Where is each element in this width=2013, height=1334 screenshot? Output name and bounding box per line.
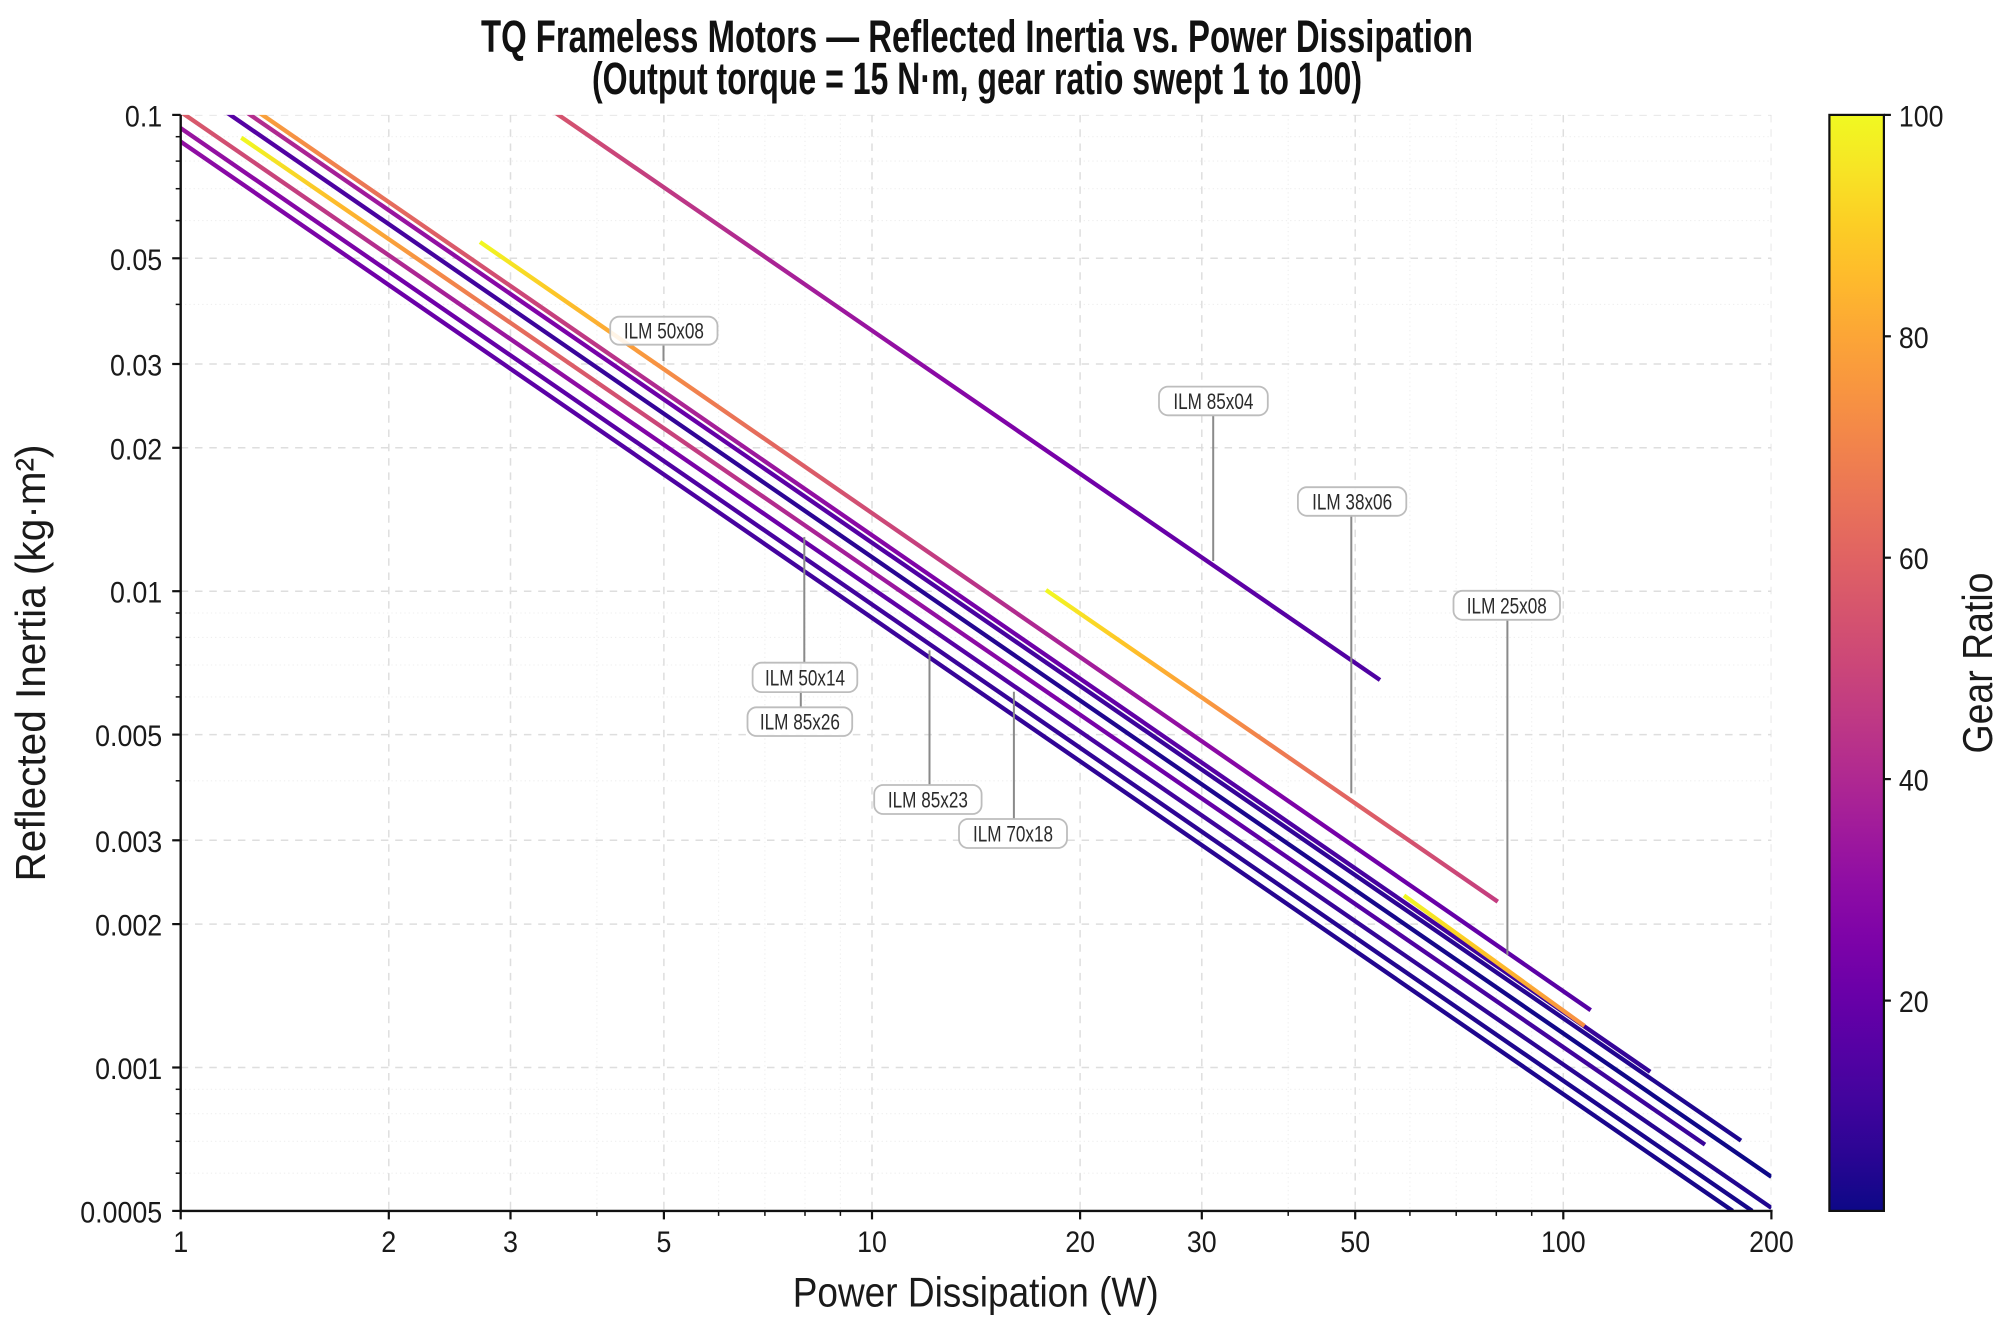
svg-text:ILM 70x18: ILM 70x18 — [973, 822, 1053, 847]
svg-text:5: 5 — [656, 1226, 671, 1259]
svg-text:0.003: 0.003 — [95, 826, 162, 859]
svg-text:0.1: 0.1 — [125, 100, 162, 133]
svg-text:ILM 50x14: ILM 50x14 — [765, 665, 845, 690]
svg-text:Power Dissipation (W): Power Dissipation (W) — [793, 1269, 1159, 1316]
svg-text:100: 100 — [1541, 1226, 1586, 1259]
svg-text:2: 2 — [381, 1226, 396, 1259]
svg-text:0.03: 0.03 — [110, 350, 162, 383]
svg-text:20: 20 — [1899, 986, 1929, 1019]
svg-text:100: 100 — [1899, 100, 1944, 133]
svg-text:30: 30 — [1187, 1226, 1217, 1259]
svg-text:TQ Frameless Motors — Reflecte: TQ Frameless Motors — Reflected Inertia … — [481, 11, 1473, 62]
svg-text:ILM 50x08: ILM 50x08 — [624, 319, 704, 344]
svg-text:3: 3 — [503, 1226, 518, 1259]
svg-text:Gear Ratio: Gear Ratio — [1954, 573, 2001, 754]
svg-text:(Output torque = 15 N·m, gear: (Output torque = 15 N·m, gear ratio swep… — [592, 53, 1362, 104]
svg-text:1: 1 — [173, 1226, 188, 1259]
svg-text:10: 10 — [857, 1226, 887, 1259]
svg-text:80: 80 — [1899, 322, 1929, 355]
svg-text:60: 60 — [1899, 543, 1929, 576]
svg-text:ILM 85x04: ILM 85x04 — [1173, 389, 1253, 414]
svg-text:0.005: 0.005 — [95, 720, 162, 753]
svg-text:ILM 85x26: ILM 85x26 — [760, 710, 840, 735]
svg-text:0.01: 0.01 — [110, 577, 162, 610]
svg-text:0.001: 0.001 — [95, 1053, 162, 1086]
svg-text:0.0005: 0.0005 — [80, 1196, 162, 1229]
svg-text:0.02: 0.02 — [110, 433, 162, 466]
svg-text:0.05: 0.05 — [110, 244, 162, 277]
svg-text:20: 20 — [1065, 1226, 1095, 1259]
svg-text:200: 200 — [1749, 1226, 1794, 1259]
svg-text:ILM 25x08: ILM 25x08 — [1467, 593, 1547, 618]
svg-text:50: 50 — [1340, 1226, 1370, 1259]
svg-text:ILM 38x06: ILM 38x06 — [1312, 490, 1392, 515]
svg-text:0.002: 0.002 — [95, 910, 162, 943]
svg-text:Reflected Inertia (kg·m²): Reflected Inertia (kg·m²) — [7, 445, 54, 882]
svg-text:ILM 85x23: ILM 85x23 — [888, 788, 968, 813]
svg-text:40: 40 — [1899, 765, 1929, 798]
